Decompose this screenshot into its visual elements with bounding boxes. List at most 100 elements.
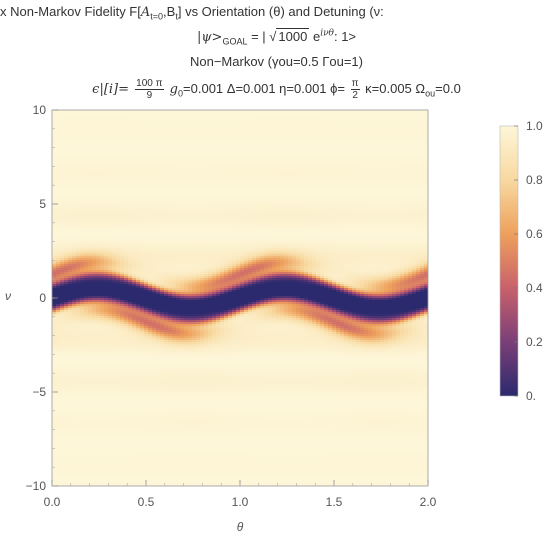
heatmap-cell — [112, 166, 117, 169]
heatmap-cell — [272, 116, 277, 119]
heatmap-cell — [244, 130, 249, 133]
heatmap-cell — [328, 112, 333, 115]
heatmap-cell — [344, 120, 349, 123]
heatmap-cell — [296, 122, 301, 125]
heatmap-cell — [168, 110, 173, 113]
heatmap-cell — [268, 160, 273, 163]
heatmap-cell — [296, 124, 301, 127]
heatmap-cell — [376, 110, 381, 113]
heatmap-cell — [252, 138, 257, 141]
heatmap-cell — [296, 146, 301, 149]
heatmap-cell — [296, 142, 301, 145]
heatmap-cell — [140, 148, 145, 151]
heatmap-cell — [272, 132, 277, 135]
heatmap-cell — [152, 146, 157, 149]
heatmap-cell — [368, 110, 373, 113]
heatmap-cell — [52, 150, 57, 153]
heatmap-cell — [116, 156, 121, 159]
heatmap-cell — [356, 136, 361, 139]
heatmap-cell — [244, 148, 249, 151]
heatmap-cell — [420, 122, 425, 125]
heatmap-cell — [180, 154, 185, 157]
heatmap-cell — [76, 128, 81, 131]
heatmap-cell — [84, 114, 89, 117]
heatmap-cell — [408, 128, 413, 131]
heatmap-cell — [280, 156, 285, 159]
heatmap-cell — [332, 154, 337, 157]
heatmap-cell — [168, 124, 173, 127]
heatmap-cell — [148, 146, 153, 149]
heatmap-cell — [156, 118, 161, 121]
heatmap-cell — [276, 144, 281, 147]
heatmap-cell — [176, 142, 181, 145]
heatmap-cell — [404, 166, 409, 169]
heatmap-cell — [208, 154, 213, 157]
heatmap-cell — [316, 128, 321, 131]
heatmap-cell — [208, 138, 213, 141]
heatmap-cell — [288, 166, 293, 169]
heatmap-cell — [212, 154, 217, 157]
heatmap-cell — [272, 154, 277, 157]
heatmap-cell — [228, 138, 233, 141]
heatmap-cell — [96, 142, 101, 145]
heatmap-cell — [180, 132, 185, 135]
heatmap-cell — [260, 118, 265, 121]
heatmap-cell — [232, 118, 237, 121]
heatmap-cell — [260, 158, 265, 161]
heatmap-cells — [52, 110, 428, 486]
heatmap-cell — [196, 158, 201, 161]
heatmap-cell — [236, 140, 241, 143]
heatmap-cell — [212, 124, 217, 127]
heatmap-cell — [52, 128, 57, 131]
heatmap-cell — [376, 114, 381, 117]
heatmap-cell — [168, 156, 173, 159]
heatmap-cell — [416, 124, 421, 127]
heatmap-cell — [296, 136, 301, 139]
heatmap-cell — [260, 164, 265, 167]
heatmap-cell — [412, 144, 417, 147]
heatmap-cell — [192, 114, 197, 117]
heatmap-cell — [112, 120, 117, 123]
heatmap-cell — [340, 150, 345, 153]
heatmap-cell — [416, 152, 421, 155]
heatmap-cell — [292, 166, 297, 169]
heatmap-cell — [132, 164, 137, 167]
heatmap-cell — [212, 166, 217, 169]
heatmap-cell — [408, 144, 413, 147]
heatmap-cell — [52, 168, 57, 171]
heatmap-cell — [240, 150, 245, 153]
heatmap-cell — [148, 142, 153, 145]
heatmap-cell — [308, 144, 313, 147]
heatmap-cell — [388, 144, 393, 147]
heatmap-cell — [188, 162, 193, 165]
heatmap-cell — [92, 154, 97, 157]
heatmap-cell — [84, 166, 89, 169]
heatmap-cell — [240, 130, 245, 133]
heatmap-cell — [288, 152, 293, 155]
heatmap-cell — [80, 160, 85, 163]
heatmap-cell — [344, 118, 349, 121]
heatmap-cell — [112, 124, 117, 127]
heatmap-cell — [292, 144, 297, 147]
heatmap-cell — [304, 130, 309, 133]
heatmap-cell — [380, 120, 385, 123]
heatmap-cell — [112, 148, 117, 151]
heatmap-cell — [320, 158, 325, 161]
heatmap-cell — [384, 116, 389, 119]
heatmap-cell — [132, 112, 137, 115]
heatmap-cell — [188, 150, 193, 153]
heatmap-cell — [172, 152, 177, 155]
heatmap-cell — [212, 164, 217, 167]
heatmap-cell — [400, 142, 405, 145]
heatmap-cell — [232, 154, 237, 157]
heatmap-cell — [80, 110, 85, 113]
heatmap-cell — [336, 114, 341, 117]
heatmap-cell — [300, 160, 305, 163]
heatmap-cell — [132, 134, 137, 137]
heatmap-cell — [348, 140, 353, 143]
heatmap-cell — [56, 144, 61, 147]
heatmap-cell — [128, 156, 133, 159]
heatmap-cell — [368, 120, 373, 123]
heatmap-cell — [80, 124, 85, 127]
heatmap-cell — [364, 128, 369, 131]
